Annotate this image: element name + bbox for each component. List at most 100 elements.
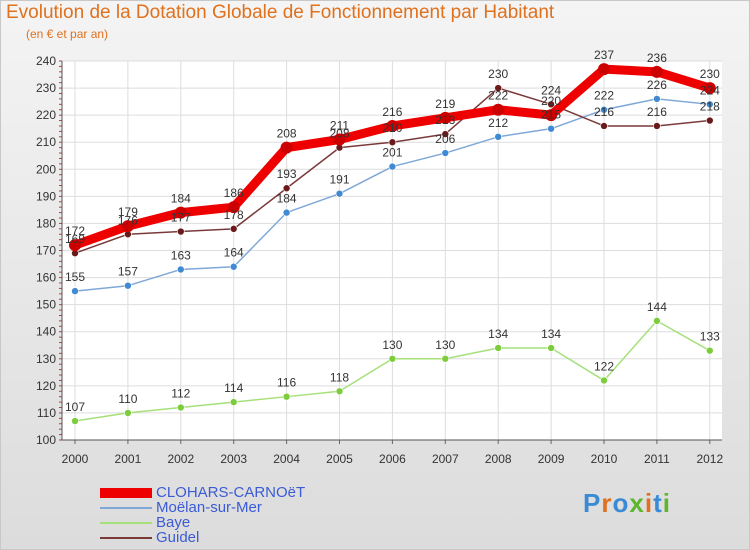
data-label-clohars: 220 (541, 94, 561, 108)
data-point-clohars (650, 65, 663, 78)
data-label-moelan: 222 (594, 89, 614, 103)
data-point-guidel (282, 184, 291, 193)
data-label-clohars: 219 (435, 97, 455, 111)
y-tick-label: 100 (36, 433, 56, 447)
data-label-baye: 122 (594, 359, 614, 373)
data-point-guidel (653, 122, 661, 130)
data-label-moelan: 215 (541, 108, 561, 122)
data-label-clohars: 172 (65, 224, 85, 238)
data-label-moelan: 155 (65, 270, 85, 284)
data-point-baye (124, 409, 132, 417)
data-label-clohars: 186 (224, 186, 244, 200)
y-tick-label: 150 (36, 298, 56, 312)
data-label-moelan: 184 (277, 192, 297, 206)
data-label-clohars: 184 (171, 192, 191, 206)
data-point-baye (653, 317, 661, 325)
data-point-baye (282, 392, 291, 401)
data-label-moelan: 224 (700, 83, 720, 97)
data-label-guidel: 216 (594, 105, 614, 119)
data-point-moelan (653, 95, 661, 103)
data-label-moelan: 164 (224, 246, 244, 260)
legend-swatch-guidel (100, 537, 152, 539)
y-tick-label: 110 (37, 406, 56, 420)
data-point-clohars (545, 109, 558, 122)
data-point-guidel (600, 122, 608, 130)
data-point-moelan (177, 265, 185, 274)
data-label-guidel: 208 (329, 127, 349, 141)
legend-label-guidel: Guidel (156, 529, 200, 546)
data-label-guidel: 178 (224, 208, 244, 222)
data-label-guidel: 230 (488, 67, 508, 81)
data-label-baye: 118 (330, 370, 349, 384)
data-point-moelan (441, 149, 450, 157)
data-point-baye (600, 376, 608, 385)
x-tick-label: 2008 (485, 452, 512, 466)
data-point-clohars (174, 206, 187, 219)
data-label-baye: 144 (647, 300, 667, 314)
data-point-moelan (547, 124, 555, 133)
x-tick-label: 2010 (591, 452, 618, 466)
data-point-clohars (703, 82, 716, 95)
data-label-moelan: 163 (171, 248, 191, 262)
logo-letter: i (644, 488, 654, 518)
data-point-clohars (121, 220, 134, 233)
data-point-baye (71, 417, 79, 425)
y-tick-label: 180 (36, 216, 56, 230)
data-label-moelan: 191 (329, 173, 349, 187)
data-point-clohars (69, 239, 81, 252)
x-tick-label: 2011 (644, 452, 670, 466)
data-label-guidel: 177 (171, 211, 191, 225)
data-label-clohars: 236 (647, 51, 667, 65)
data-label-guidel: 213 (435, 113, 455, 127)
data-point-moelan (71, 287, 79, 295)
legend-label-clohars: CLOHARS-CARNOëT (156, 484, 306, 501)
data-point-moelan (705, 100, 714, 109)
data-label-moelan: 157 (118, 265, 138, 279)
data-label-baye: 130 (435, 338, 455, 352)
data-label-clohars: 179 (118, 205, 138, 219)
logo-letter: x (629, 488, 645, 518)
x-tick-label: 2012 (696, 452, 723, 466)
data-point-moelan (124, 281, 132, 290)
y-tick-label: 220 (36, 108, 56, 122)
data-point-clohars (333, 133, 346, 146)
data-point-baye (441, 354, 450, 363)
data-label-baye: 107 (65, 400, 85, 414)
legend-label-baye: Baye (156, 514, 191, 531)
data-label-guidel: 210 (382, 121, 402, 135)
y-tick-label: 120 (36, 379, 56, 393)
data-point-guidel (441, 130, 450, 138)
data-label-baye: 133 (700, 330, 720, 344)
data-label-moelan: 206 (435, 132, 455, 146)
x-tick-label: 2004 (273, 452, 300, 466)
y-tick-label: 160 (36, 271, 56, 285)
data-label-guidel: 224 (541, 83, 561, 97)
data-point-guidel (229, 225, 238, 233)
data-label-baye: 134 (488, 327, 508, 341)
x-tick-label: 2000 (62, 452, 89, 466)
data-label-baye: 114 (224, 381, 243, 395)
data-label-guidel: 218 (700, 100, 720, 114)
data-label-clohars: 237 (594, 48, 614, 62)
legend-swatch-clohars (100, 488, 152, 498)
data-label-baye: 110 (118, 392, 137, 406)
y-tick-label: 230 (36, 81, 56, 95)
data-point-guidel (547, 100, 555, 109)
data-label-clohars: 230 (700, 67, 720, 81)
data-point-clohars (386, 119, 399, 132)
data-label-guidel: 176 (118, 213, 138, 227)
x-tick-label: 2009 (538, 452, 565, 466)
data-point-moelan (229, 262, 238, 271)
data-point-baye (705, 346, 714, 355)
logo-letter: i (662, 488, 671, 518)
data-point-guidel (494, 84, 503, 92)
data-point-baye (177, 403, 185, 412)
y-tick-label: 130 (36, 352, 56, 366)
legend-label-moelan: Moëlan-sur-Mer (156, 499, 262, 516)
data-point-clohars (598, 63, 610, 76)
data-point-clohars (227, 201, 240, 214)
data-point-clohars (439, 111, 452, 124)
y-tick-label: 240 (36, 54, 56, 68)
x-tick-label: 2003 (220, 452, 247, 466)
